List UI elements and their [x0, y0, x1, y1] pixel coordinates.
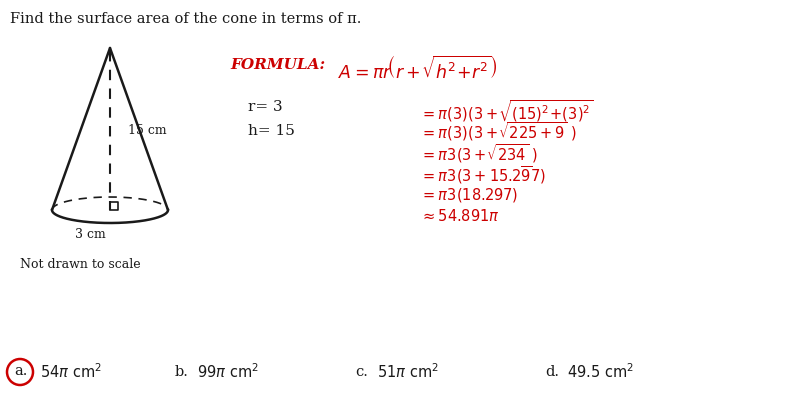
Text: 3 cm: 3 cm	[74, 228, 106, 241]
Text: $99\pi\ \mathrm{cm}^2$: $99\pi\ \mathrm{cm}^2$	[197, 362, 259, 382]
Text: r= 3: r= 3	[248, 100, 282, 114]
Text: Find the surface area of the cone in terms of π.: Find the surface area of the cone in ter…	[10, 12, 362, 26]
Text: $54\pi\ \mathrm{cm}^2$: $54\pi\ \mathrm{cm}^2$	[40, 362, 102, 382]
Text: FORMULA:: FORMULA:	[230, 58, 325, 72]
Text: $A=\pi r\!\left(r+\!\sqrt{h^2\!+\!r^2}\right)$: $A=\pi r\!\left(r+\!\sqrt{h^2\!+\!r^2}\r…	[338, 56, 498, 83]
Text: d.: d.	[545, 365, 559, 379]
Text: b.: b.	[175, 365, 189, 379]
Text: $=\pi(3)(3+\!\sqrt{(15)^2\!+\!(3)^2}$: $=\pi(3)(3+\!\sqrt{(15)^2\!+\!(3)^2}$	[420, 98, 594, 124]
Text: $=\pi3(3+15.2\overline{9}7)$: $=\pi3(3+15.2\overline{9}7)$	[420, 164, 546, 186]
Text: $\approx54.891\pi$: $\approx54.891\pi$	[420, 208, 500, 224]
Text: Not drawn to scale: Not drawn to scale	[20, 258, 141, 271]
Text: $=\pi3(18.297)$: $=\pi3(18.297)$	[420, 186, 518, 204]
Text: a.: a.	[14, 364, 27, 378]
Text: $51\pi\ \mathrm{cm}^2$: $51\pi\ \mathrm{cm}^2$	[377, 362, 439, 382]
Text: $=\pi3(3+\!\sqrt{234}\ )$: $=\pi3(3+\!\sqrt{234}\ )$	[420, 142, 538, 165]
Text: h= 15: h= 15	[248, 124, 295, 138]
Text: $49.5\ \mathrm{cm}^2$: $49.5\ \mathrm{cm}^2$	[567, 362, 634, 382]
Text: c.: c.	[355, 365, 368, 379]
Text: 15 cm: 15 cm	[128, 123, 166, 137]
Text: $=\pi(3)(3+\!\sqrt{225+9}\ )$: $=\pi(3)(3+\!\sqrt{225+9}\ )$	[420, 120, 577, 143]
